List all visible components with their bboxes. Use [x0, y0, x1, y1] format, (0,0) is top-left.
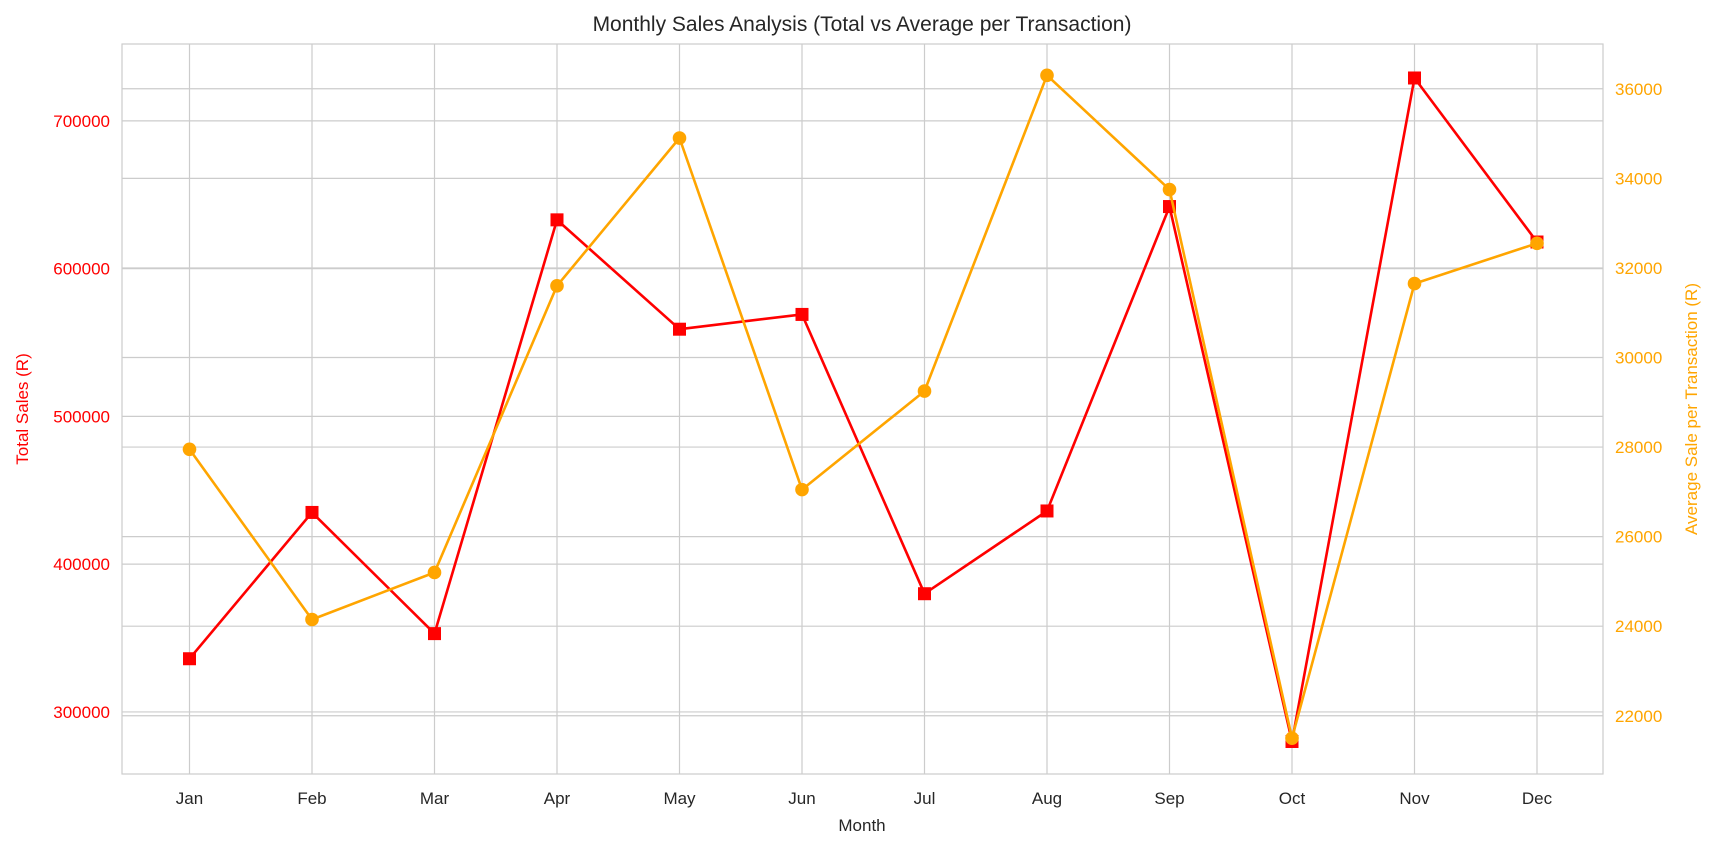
chart-title: Monthly Sales Analysis (Total vs Average… — [593, 13, 1132, 36]
x-tick-label: Mar — [420, 789, 450, 808]
data-point-circle — [917, 384, 932, 398]
left-tick-label: 700000 — [53, 112, 110, 131]
left-tick-label: 400000 — [53, 555, 110, 574]
data-point-circle — [672, 131, 687, 145]
data-point-square — [1040, 504, 1054, 518]
left-tick-label: 500000 — [53, 407, 110, 426]
x-tick-label: Jul — [914, 789, 936, 808]
right-axis-label: Average Sale per Transaction (R) — [1682, 283, 1701, 535]
data-point-square — [550, 213, 564, 227]
grid-left — [122, 120, 1603, 713]
x-tick-label: Aug — [1032, 789, 1062, 808]
x-tick-label: Oct — [1279, 789, 1306, 808]
data-point-square — [305, 505, 319, 519]
data-point-circle — [305, 612, 319, 627]
x-tick-label: Apr — [544, 789, 571, 808]
data-point-circle — [1407, 276, 1422, 291]
x-axis-label: Month — [838, 816, 885, 835]
grid-x — [188, 44, 1538, 774]
x-tick-label: May — [663, 789, 696, 808]
right-tick-label: 36000 — [1615, 80, 1662, 99]
plot-frame — [121, 43, 1604, 775]
right-tick-label: 30000 — [1615, 348, 1662, 367]
data-point-square — [183, 652, 196, 666]
data-point-circle — [1530, 236, 1544, 251]
data-point-square — [673, 322, 686, 336]
left-axis-label: Total Sales (R) — [13, 353, 32, 464]
right-tick-label: 26000 — [1615, 528, 1662, 547]
left-tick-labels: 300000 400000 500000 600000 700000 — [53, 112, 110, 722]
data-point-circle — [550, 279, 564, 293]
x-tick-labels: Jan Feb Mar Apr May Jun Jul Aug Sep Oct Nov Dec — [176, 789, 1553, 808]
data-point-circle — [1162, 182, 1177, 197]
data-point-circle — [182, 442, 197, 457]
x-tick-label: Jun — [788, 789, 815, 808]
left-tick-label: 600000 — [53, 260, 110, 279]
right-tick-label: 32000 — [1615, 259, 1662, 278]
x-tick-label: Sep — [1154, 789, 1184, 808]
data-point-square — [1408, 71, 1421, 85]
data-point-square — [918, 587, 931, 601]
right-tick-labels: 22000 24000 26000 28000 30000 32000 34000 36000 — [1615, 80, 1662, 726]
data-point-circle — [795, 482, 809, 497]
right-tick-label: 22000 — [1615, 707, 1662, 726]
data-point-circle — [1040, 68, 1054, 83]
series-line-left — [188, 76, 1539, 743]
data-point-circle — [427, 565, 442, 580]
data-point-square — [795, 307, 809, 321]
series-layer — [182, 68, 1544, 748]
x-tick-label: Nov — [1399, 789, 1430, 808]
right-tick-label: 24000 — [1615, 617, 1662, 636]
x-tick-label: Dec — [1522, 789, 1553, 808]
data-point-square — [428, 627, 441, 641]
right-tick-label: 34000 — [1615, 169, 1662, 188]
grid-right — [122, 88, 1603, 717]
data-point-circle — [1285, 731, 1299, 745]
x-tick-label: Jan — [176, 789, 203, 808]
left-tick-label: 300000 — [53, 703, 110, 722]
right-tick-label: 28000 — [1615, 438, 1662, 457]
series-line-right — [188, 74, 1538, 740]
x-tick-label: Feb — [297, 789, 326, 808]
